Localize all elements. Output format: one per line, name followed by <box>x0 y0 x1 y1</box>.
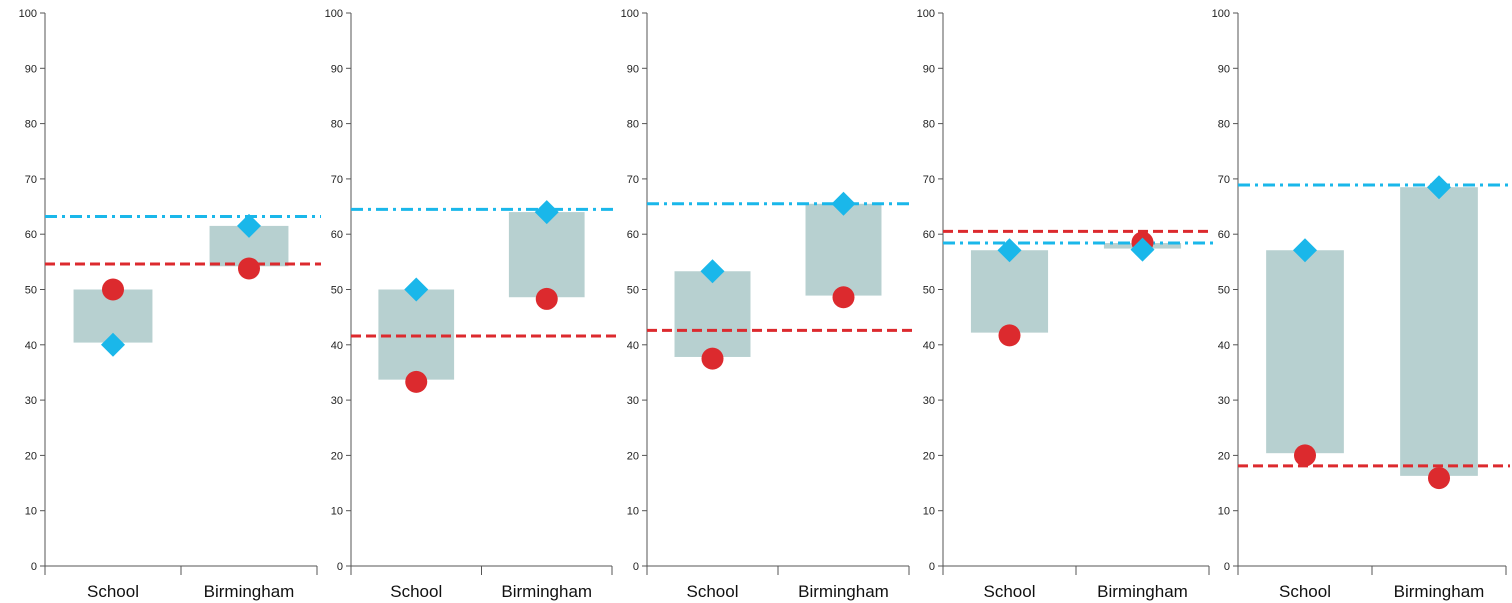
x-category-label: Birmingham <box>1394 582 1485 601</box>
y-tick-label: 90 <box>923 63 935 75</box>
y-tick-label: 30 <box>923 395 935 407</box>
y-tick-label: 30 <box>331 395 343 407</box>
y-tick-label: 100 <box>917 8 935 20</box>
x-category-label: Birmingham <box>1097 582 1188 601</box>
x-category-label: Birmingham <box>501 582 592 601</box>
diamond-marker <box>534 200 559 225</box>
chart-panel-5: 0 10 20 30 40 50 60 70 80 90 100 School Birmingham <box>1212 8 1510 601</box>
y-tick-label: 50 <box>627 285 639 297</box>
y-tick-label: 80 <box>923 119 935 131</box>
y-tick-label: 30 <box>1218 395 1230 407</box>
y-tick-label: 90 <box>1218 63 1230 75</box>
diamond-marker <box>101 332 125 357</box>
chart-panel-4: 0 10 20 30 40 50 60 70 80 90 100 School Birmingham <box>917 8 1213 601</box>
y-tick-label: 70 <box>627 174 639 186</box>
circle-marker <box>1428 467 1450 490</box>
y-tick-label: 10 <box>1218 506 1230 518</box>
diamond-marker <box>997 238 1022 263</box>
range-bar <box>1266 250 1344 454</box>
range-bar <box>674 271 751 357</box>
y-tick-label: 60 <box>1218 229 1230 241</box>
y-tick-label: 100 <box>621 8 639 20</box>
range-bar <box>1400 187 1478 476</box>
diamond-marker <box>1293 238 1317 263</box>
x-category-label: School <box>1279 582 1331 601</box>
y-tick-label: 90 <box>627 63 639 75</box>
y-tick-label: 60 <box>25 229 37 241</box>
y-tick-label: 0 <box>633 561 639 573</box>
x-category-label: School <box>390 582 442 601</box>
y-tick-label: 0 <box>929 561 935 573</box>
x-category-label: School <box>87 582 139 601</box>
y-tick-label: 40 <box>923 340 935 352</box>
diamond-marker <box>700 259 725 284</box>
y-tick-label: 0 <box>1224 561 1230 573</box>
y-tick-label: 50 <box>923 285 935 297</box>
y-tick-label: 0 <box>337 561 343 573</box>
y-tick-label: 40 <box>331 340 343 352</box>
chart-panel-3: 0 10 20 30 40 50 60 70 80 90 100 School Birmingham <box>621 8 913 601</box>
y-tick-label: 30 <box>25 395 37 407</box>
y-tick-label: 60 <box>627 229 639 241</box>
y-tick-label: 20 <box>1218 450 1230 462</box>
y-tick-label: 50 <box>1218 285 1230 297</box>
y-tick-label: 10 <box>923 506 935 518</box>
diamond-marker <box>404 277 429 302</box>
range-bar <box>805 203 882 296</box>
y-tick-label: 20 <box>25 450 37 462</box>
y-tick-label: 90 <box>331 63 343 75</box>
circle-marker <box>701 347 724 370</box>
circle-marker <box>1294 444 1316 467</box>
y-tick-label: 100 <box>19 8 37 20</box>
chart-panel-2: 0 10 20 30 40 50 60 70 80 90 100 School Birmingham <box>325 8 616 601</box>
y-tick-label: 80 <box>25 119 37 131</box>
y-tick-label: 60 <box>923 229 935 241</box>
circle-marker <box>405 370 428 393</box>
circle-marker <box>832 286 855 309</box>
y-tick-label: 50 <box>331 285 343 297</box>
y-tick-label: 50 <box>25 285 37 297</box>
diamond-marker <box>831 191 856 216</box>
y-tick-label: 40 <box>25 340 37 352</box>
circle-marker <box>238 257 260 280</box>
diamond-marker <box>1130 237 1155 262</box>
x-category-label: Birmingham <box>204 582 295 601</box>
y-tick-label: 70 <box>1218 174 1230 186</box>
chart-panel-1: 0 10 20 30 40 50 60 70 80 90 100 School Birmingham <box>19 8 321 601</box>
y-tick-label: 10 <box>627 506 639 518</box>
y-tick-label: 100 <box>325 8 343 20</box>
x-category-label: School <box>687 582 739 601</box>
circle-marker <box>102 278 124 301</box>
y-tick-label: 10 <box>25 506 37 518</box>
circle-marker <box>535 287 558 310</box>
x-category-label: School <box>984 582 1036 601</box>
range-bar <box>970 250 1049 333</box>
y-tick-label: 90 <box>25 63 37 75</box>
range-bar <box>508 212 585 298</box>
x-category-label: Birmingham <box>798 582 889 601</box>
y-tick-label: 10 <box>331 506 343 518</box>
y-tick-label: 80 <box>331 119 343 131</box>
y-tick-label: 20 <box>627 450 639 462</box>
y-tick-label: 40 <box>1218 340 1230 352</box>
y-tick-label: 60 <box>331 229 343 241</box>
y-tick-label: 70 <box>25 174 37 186</box>
y-tick-label: 70 <box>331 174 343 186</box>
y-tick-label: 20 <box>923 450 935 462</box>
y-tick-label: 70 <box>923 174 935 186</box>
diamond-marker <box>237 213 261 238</box>
y-tick-label: 20 <box>331 450 343 462</box>
y-tick-label: 30 <box>627 395 639 407</box>
y-tick-label: 80 <box>627 119 639 131</box>
y-tick-label: 40 <box>627 340 639 352</box>
y-tick-label: 80 <box>1218 119 1230 131</box>
circle-marker <box>998 324 1021 347</box>
diamond-marker <box>1427 175 1451 200</box>
y-tick-label: 0 <box>31 561 37 573</box>
y-tick-label: 100 <box>1212 8 1230 20</box>
